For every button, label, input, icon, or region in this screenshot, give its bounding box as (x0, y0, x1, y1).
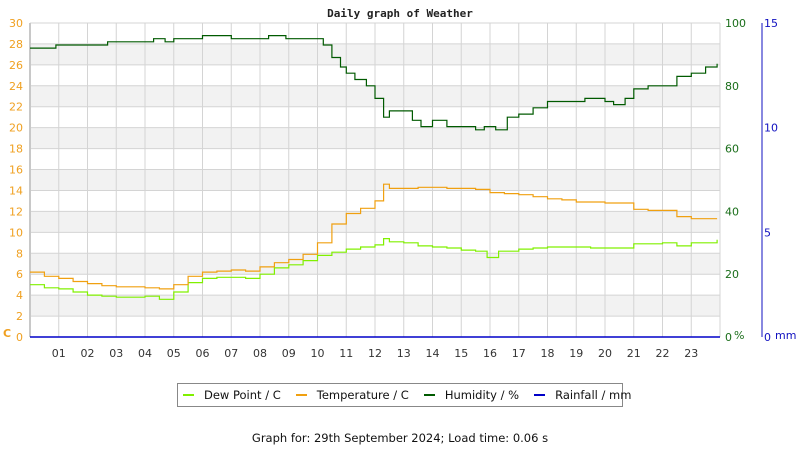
left-tick-label: 14 (9, 184, 23, 197)
legend-swatch-humidity (423, 394, 435, 396)
hour-axis: 01 02 03 04 05 06 07 08 09 10 11 12 13 14 15 16 17 18 19 20… (52, 347, 699, 360)
hour-tick-label: 06 (196, 347, 210, 360)
left-tick-label: 2 (16, 310, 23, 323)
hour-tick-label: 23 (684, 347, 698, 360)
humidity-axis: 0 20 40 60 80 100 (725, 17, 746, 344)
left-tick-label: 6 (16, 268, 23, 281)
hour-tick-label: 19 (569, 347, 583, 360)
left-tick-label: 8 (16, 247, 23, 260)
right-tick-label: 0 (725, 331, 732, 344)
plot-series-lines (30, 35, 720, 338)
rainfall-axis: 0 5 10 15 (761, 17, 778, 344)
left-tick-label: 10 (9, 226, 23, 239)
legend-label-dew-point: Dew Point / C (204, 388, 281, 402)
series-temperature (30, 183, 718, 290)
legend-swatch-dew-point (183, 394, 194, 396)
right-tick-label: 100 (725, 17, 746, 30)
hour-tick-label: 08 (253, 347, 267, 360)
left-tick-label: 24 (9, 80, 23, 93)
hour-tick-label: 16 (483, 347, 497, 360)
legend-label-temperature: Temperature / C (316, 388, 409, 402)
hour-tick-label: 10 (311, 347, 325, 360)
hour-tick-label: 12 (368, 347, 382, 360)
left-axis-unit: C (3, 327, 11, 340)
hour-tick-label: 15 (454, 347, 468, 360)
legend-item-rainfall: Rainfall / mm (534, 388, 631, 402)
graph-footer: Graph for: 29th September 2024; Load tim… (251, 431, 549, 445)
left-tick-label: 28 (9, 38, 23, 51)
legend-swatch-rainfall (534, 394, 546, 396)
hour-tick-label: 17 (512, 347, 526, 360)
legend-swatch-temperature (295, 394, 307, 396)
left-tick-label: 30 (9, 17, 23, 30)
series-humidity (30, 35, 718, 131)
legend-label-rainfall: Rainfall / mm (555, 388, 632, 402)
legend-item-humidity: Humidity / % (423, 388, 520, 402)
left-tick-label: 22 (9, 101, 23, 114)
hour-tick-label: 09 (282, 347, 296, 360)
hour-tick-label: 22 (656, 347, 670, 360)
right-tick-label: 40 (725, 205, 739, 218)
hour-tick-label: 20 (598, 347, 612, 360)
series-dew-point (30, 238, 718, 300)
legend-label-humidity: Humidity / % (444, 388, 520, 402)
chart-legend: Dew Point / C Temperature / C Humidity /… (177, 383, 631, 407)
hour-tick-label: 13 (397, 347, 411, 360)
hour-tick-label: 07 (224, 347, 238, 360)
rain-tick-label: 15 (764, 17, 778, 30)
right-axis-unit: % (734, 329, 744, 342)
left-tick-label: 18 (9, 143, 23, 156)
hour-tick-label: 03 (109, 347, 123, 360)
hour-tick-label: 01 (52, 347, 66, 360)
hour-tick-label: 04 (138, 347, 152, 360)
hour-tick-label: 02 (81, 347, 95, 360)
hour-tick-label: 11 (339, 347, 353, 360)
left-tick-label: 26 (9, 59, 23, 72)
rain-axis-unit: mm (775, 329, 796, 342)
rain-tick-label: 10 (764, 122, 778, 135)
right-tick-label: 80 (725, 80, 739, 93)
hour-tick-label: 21 (627, 347, 641, 360)
rain-tick-label: 5 (764, 226, 771, 239)
hour-tick-label: 05 (167, 347, 181, 360)
hour-tick-label: 14 (426, 347, 440, 360)
legend-item-dew-point: Dew Point / C (183, 388, 281, 402)
right-tick-label: 60 (725, 143, 739, 156)
left-tick-label: 4 (16, 289, 23, 302)
right-tick-label: 20 (725, 268, 739, 281)
left-tick-label: 0 (16, 331, 23, 344)
left-tick-label: 12 (9, 205, 23, 218)
left-tick-label: 20 (9, 122, 23, 135)
hour-tick-label: 18 (541, 347, 555, 360)
rain-tick-label: 0 (764, 331, 771, 344)
chart-title: Daily graph of Weather (327, 7, 473, 20)
legend-item-temperature: Temperature / C (295, 388, 409, 402)
left-tick-label: 16 (9, 164, 23, 177)
